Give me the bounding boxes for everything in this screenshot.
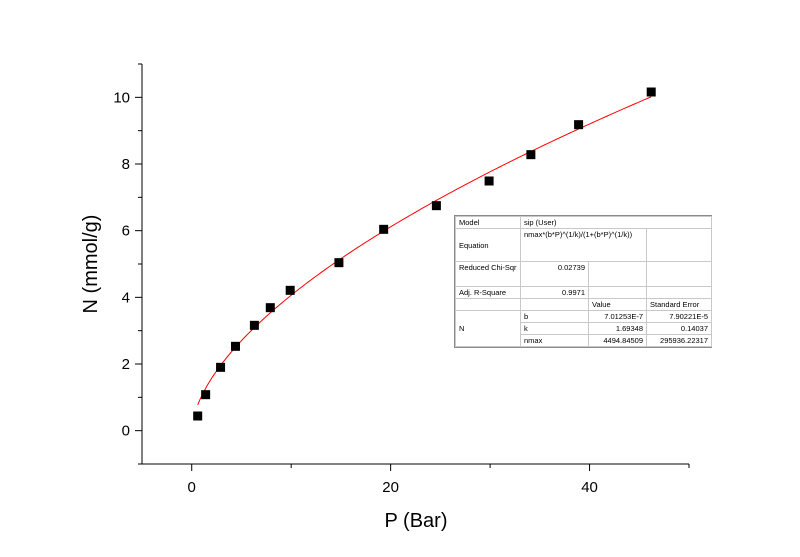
y-tick-label: 0: [122, 423, 130, 440]
x-tick-label: 0: [188, 479, 196, 496]
model-label: Model: [455, 216, 521, 229]
adjr2-value: 0.9971: [520, 286, 589, 299]
header-row: Value Standard Error: [455, 298, 712, 311]
x-axis-title: P (Bar): [385, 510, 448, 532]
x-tick-label: 40: [581, 479, 598, 496]
adjr2-label: Adj. R-Square: [455, 286, 521, 299]
data-point: [285, 285, 295, 295]
adjr2-empty-cell: [588, 286, 647, 299]
adjr2-row: Adj. R-Square 0.9971: [455, 286, 712, 299]
chisqr-label: Reduced Chi-Sqr: [455, 261, 521, 287]
param-stderr: 0.14037: [646, 322, 712, 335]
param-name: nmax: [520, 334, 589, 347]
data-point: [646, 87, 656, 97]
y-tick-label: 2: [122, 356, 130, 373]
chisqr-empty-cell-2: [646, 261, 712, 287]
chisqr-row: Reduced Chi-Sqr 0.02739: [455, 261, 712, 287]
value-header: Value: [588, 298, 647, 311]
data-point: [574, 120, 584, 130]
ticks: 0 20 40 0 2 4 6 8 10: [113, 63, 690, 496]
y-axis-title: N (mmol/g): [80, 215, 102, 314]
data-point: [230, 341, 240, 351]
param-value: 4494.84509: [588, 334, 647, 347]
y-tick-label: 8: [122, 156, 130, 173]
param-row: N b 7.01253E-7 7.90221E-5: [455, 310, 712, 347]
header-empty-cell-2: [520, 298, 589, 311]
equation-empty-cell: [646, 228, 712, 262]
param-name: b: [520, 310, 589, 323]
y-tick-label: 10: [113, 89, 130, 106]
param-stderr: 7.90221E-5: [646, 310, 712, 323]
param-row: nmax 4494.84509 295936.22317: [456, 334, 712, 347]
param-name: k: [520, 322, 589, 335]
model-value: sip (User): [520, 216, 712, 229]
header-empty-cell: [455, 298, 521, 311]
data-point: [201, 390, 211, 400]
data-point: [265, 303, 275, 313]
y-tick-label: 6: [122, 223, 130, 240]
stderr-header: Standard Error: [646, 298, 712, 311]
data-point: [216, 362, 226, 372]
chisqr-value: 0.02739: [520, 261, 589, 287]
data-point: [431, 201, 441, 211]
param-group-label: N: [455, 310, 521, 347]
param-value: 7.01253E-7: [588, 310, 647, 323]
equation-label: Equation: [455, 228, 521, 262]
adjr2-empty-cell-2: [646, 286, 712, 299]
equation-value: nmax*(b*P)^(1/k)/(1+(b*P)^(1/k)): [520, 228, 647, 262]
chisqr-empty-cell: [588, 261, 647, 287]
data-point: [526, 150, 536, 160]
data-point: [379, 224, 389, 234]
param-stderr: 295936.22317: [646, 334, 712, 347]
equation-row: Equation nmax*(b*P)^(1/k)/(1+(b*P)^(1/k)…: [455, 228, 712, 262]
data-point: [484, 176, 494, 186]
data-point: [334, 258, 344, 268]
fit-statistics-table: Model sip (User) Equation nmax*(b*P)^(1/…: [454, 215, 712, 348]
data-points-layer: [193, 87, 656, 421]
x-tick-label: 20: [382, 479, 399, 496]
model-row: Model sip (User): [455, 216, 712, 229]
y-tick-label: 4: [122, 289, 130, 306]
data-point: [193, 411, 203, 421]
param-value: 1.69348: [588, 322, 647, 335]
data-point: [249, 320, 259, 330]
